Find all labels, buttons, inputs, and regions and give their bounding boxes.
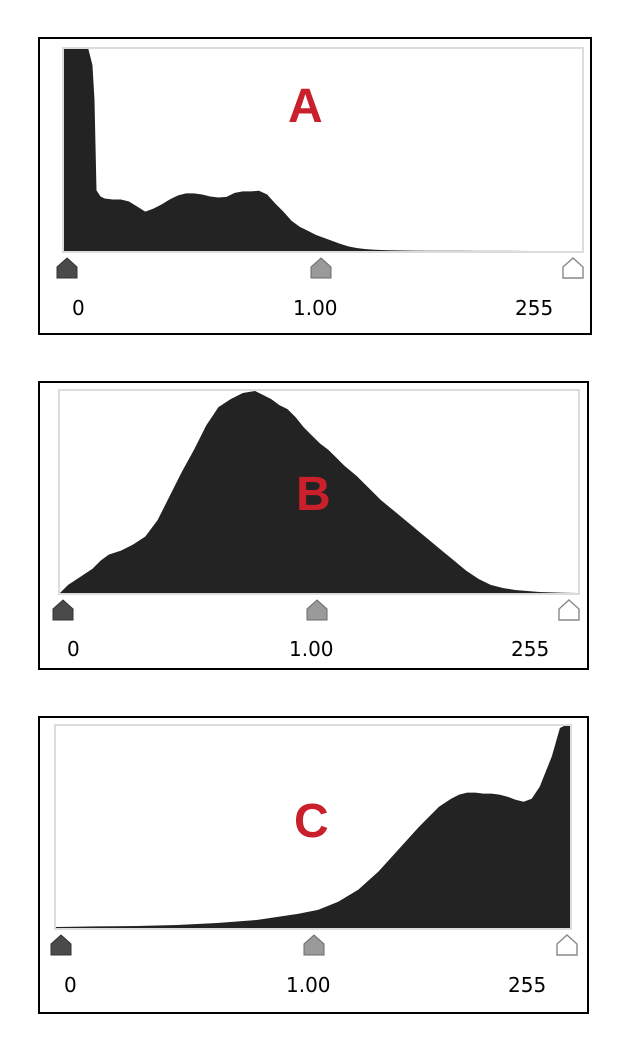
midtone-slider[interactable] <box>309 256 333 280</box>
midtone-slider[interactable] <box>305 598 329 622</box>
histogram-plot-c <box>54 724 572 930</box>
black-point-slider[interactable] <box>55 256 79 280</box>
tick-label-white: 255 <box>508 973 547 997</box>
panel-letter-c: C <box>294 795 329 848</box>
histogram-b-svg <box>60 391 578 593</box>
white-point-slider[interactable] <box>561 256 585 280</box>
histogram-area-b <box>60 391 578 593</box>
black-point-slider[interactable] <box>49 933 73 957</box>
tick-label-white: 255 <box>511 637 550 661</box>
tick-label-white: 255 <box>515 296 554 320</box>
tick-label-mid: 1.00 <box>289 637 334 661</box>
histogram-area-c <box>56 726 570 928</box>
histogram-panel-b: B 0 1.00 255 <box>38 381 589 670</box>
histogram-plot-b <box>58 389 580 595</box>
histogram-c-svg <box>56 726 570 928</box>
tick-label-black: 0 <box>72 296 85 320</box>
panel-letter-b: B <box>296 468 331 521</box>
white-point-slider[interactable] <box>555 933 579 957</box>
tick-label-black: 0 <box>67 637 80 661</box>
tick-label-black: 0 <box>64 973 77 997</box>
tick-label-mid: 1.00 <box>293 296 338 320</box>
panel-letter-a: A <box>288 80 323 133</box>
histogram-panel-c: C 0 1.00 255 <box>38 716 589 1014</box>
tick-label-mid: 1.00 <box>286 973 331 997</box>
midtone-slider[interactable] <box>302 933 326 957</box>
histogram-area-a <box>64 49 582 251</box>
white-point-slider[interactable] <box>557 598 581 622</box>
black-point-slider[interactable] <box>51 598 75 622</box>
histogram-plot-a <box>62 47 584 253</box>
histogram-a-svg <box>64 49 582 251</box>
histogram-panel-a: A 0 1.00 255 <box>38 37 592 335</box>
